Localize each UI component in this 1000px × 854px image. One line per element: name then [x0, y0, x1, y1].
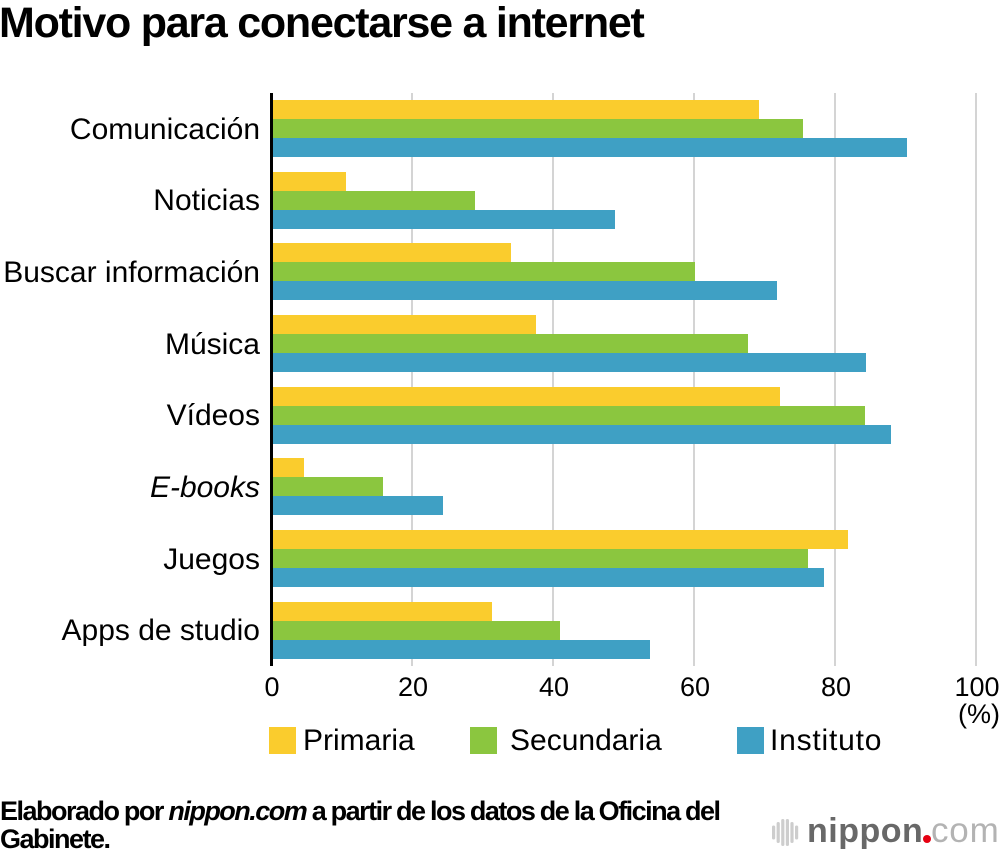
svg-text:com: com: [931, 811, 1000, 850]
svg-text:nippon: nippon: [807, 812, 923, 850]
